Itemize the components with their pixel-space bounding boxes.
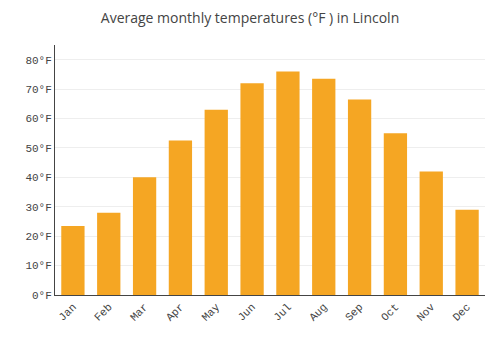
svg-text:40°F: 40°F	[25, 172, 51, 184]
svg-text:Jun: Jun	[236, 301, 258, 323]
svg-text:50°F: 50°F	[25, 143, 51, 155]
svg-text:0°F: 0°F	[32, 290, 52, 302]
svg-text:60°F: 60°F	[25, 113, 51, 125]
svg-text:Sep: Sep	[343, 301, 365, 323]
svg-text:Oct: Oct	[379, 301, 401, 323]
svg-text:70°F: 70°F	[25, 84, 51, 96]
svg-text:Jan: Jan	[56, 301, 78, 323]
svg-text:Average monthly temperatures (: Average monthly temperatures (°F ) in Li…	[101, 8, 399, 27]
svg-text:Aug: Aug	[307, 301, 329, 323]
svg-text:Apr: Apr	[164, 301, 186, 323]
svg-text:Nov: Nov	[415, 301, 438, 324]
svg-text:20°F: 20°F	[25, 231, 51, 243]
svg-text:May: May	[200, 301, 223, 324]
svg-text:Jul: Jul	[271, 301, 293, 323]
svg-text:Feb: Feb	[92, 301, 114, 323]
svg-text:30°F: 30°F	[25, 202, 51, 214]
svg-text:Mar: Mar	[128, 301, 150, 323]
svg-text:Dec: Dec	[451, 301, 473, 323]
svg-text:10°F: 10°F	[25, 260, 51, 272]
svg-text:80°F: 80°F	[25, 55, 51, 67]
